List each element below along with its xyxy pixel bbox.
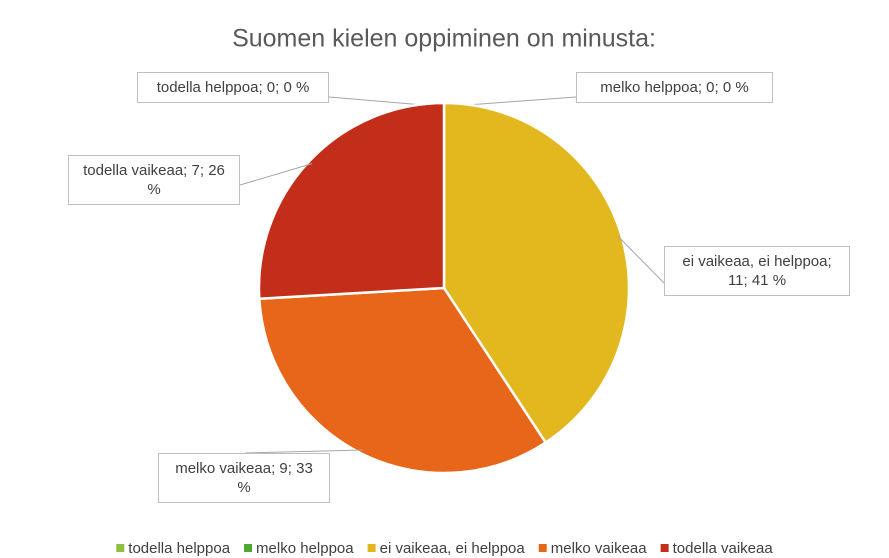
legend-swatch [660,544,669,552]
legend-swatch [367,544,376,552]
legend-label: ei vaikeaa, ei helppoa [380,540,526,557]
legend-label: todella vaikeaa [673,540,774,557]
legend-swatch [244,544,253,552]
leader-line [239,163,313,186]
legend-swatch [538,544,547,552]
pie-slice [257,101,446,301]
legend-label: melko vaikeaa [551,540,648,557]
data-label: ei vaikeaa, ei helppoa; 11; 41 % [664,246,850,296]
leader-line [244,449,363,454]
legend-swatch [116,544,125,552]
legend-label: todella helppoa [128,540,230,557]
data-label: melko vaikeaa; 9; 33 % [158,453,330,503]
legend-label: melko helppoa [256,540,354,557]
pie-slice [257,286,548,475]
leader-line [617,235,665,284]
data-label: todella helppoa; 0; 0 % [137,72,329,103]
data-label: todella vaikeaa; 7; 26 % [68,155,240,205]
data-label: melko helppoa; 0; 0 % [576,72,773,103]
chart-title: Suomen kielen oppiminen on minusta: [232,25,656,53]
